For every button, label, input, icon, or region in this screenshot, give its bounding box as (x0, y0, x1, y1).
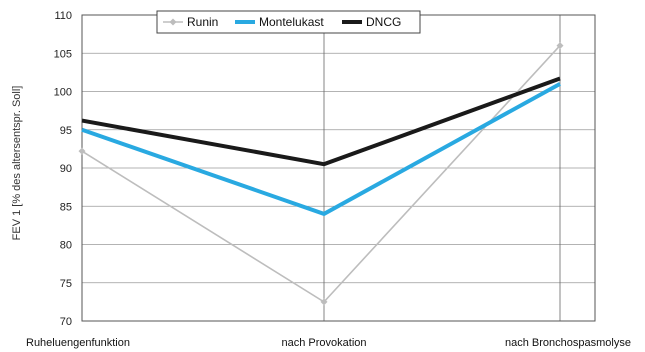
y-tick-label: 100 (54, 87, 72, 99)
data-point (556, 42, 564, 50)
legend-marker (169, 18, 177, 26)
chart-legend: Runin Montelukast DNCG (156, 10, 421, 34)
x-tick-label: nach Provokation (282, 337, 367, 349)
y-axis-title: FEV 1 [% des altersentspr. Soll] (11, 86, 23, 241)
legend-label: DNCG (366, 15, 401, 29)
x-tick-label: Ruheluengenfunktion (26, 337, 130, 349)
y-tick-label: 105 (54, 48, 72, 60)
y-tick-label: 85 (60, 201, 72, 213)
series-line-dncg (81, 76, 561, 167)
data-point (320, 298, 328, 306)
series-line-runin (81, 45, 561, 303)
series-lines (78, 42, 564, 306)
y-tick-label: 80 (60, 240, 72, 252)
series-line-montelukast (81, 82, 561, 217)
y-tick-label: 110 (54, 10, 72, 22)
grid-lines (82, 14, 595, 322)
legend-label: Montelukast (259, 15, 324, 29)
data-point (78, 147, 86, 155)
legend-label: Runin (187, 15, 218, 29)
x-axis-ticks: Ruheluengenfunktion nach Provokation nach … (26, 337, 631, 349)
y-tick-label: 95 (60, 125, 72, 137)
y-tick-label: 70 (60, 316, 72, 328)
y-axis-ticks: 70 75 80 85 90 95 100 105 110 (54, 10, 72, 328)
legend-box (156, 10, 421, 34)
y-tick-label: 90 (60, 163, 72, 175)
x-tick-label: nach Bronchospasmolyse (505, 337, 631, 349)
y-tick-label: 75 (60, 278, 72, 290)
